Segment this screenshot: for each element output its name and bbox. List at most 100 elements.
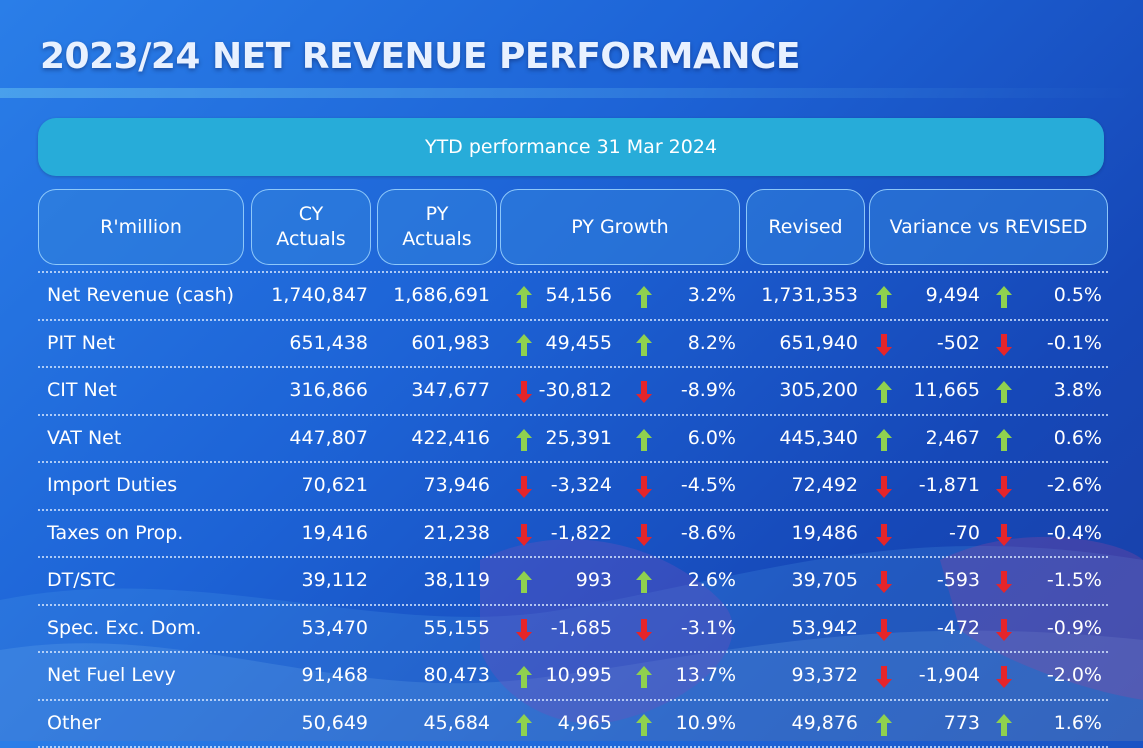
growth-value: 4,965 <box>502 701 612 746</box>
down-arrow-icon <box>996 666 1012 688</box>
py-actual: 73,946 <box>340 463 490 508</box>
variance-pct: 3.8% <box>1022 368 1102 413</box>
revised-value: 19,486 <box>738 511 858 556</box>
variance-pct: 0.6% <box>1022 416 1102 461</box>
py-actual: 55,155 <box>340 606 490 651</box>
variance-value: -593 <box>880 558 980 603</box>
variance-pct: -2.6% <box>1022 463 1102 508</box>
variance-value: -1,904 <box>880 653 980 698</box>
growth-pct: -8.9% <box>636 368 736 413</box>
header-py-line2: Actuals <box>402 227 471 252</box>
ytd-banner: YTD performance 31 Mar 2024 <box>38 118 1104 176</box>
revised-value: 445,340 <box>738 416 858 461</box>
row-label: CIT Net <box>47 368 117 413</box>
row-label: Net Fuel Levy <box>47 653 176 698</box>
py-actual: 45,684 <box>340 701 490 746</box>
variance-value: 2,467 <box>880 416 980 461</box>
row-label: DT/STC <box>47 558 115 603</box>
growth-pct: 13.7% <box>636 653 736 698</box>
growth-pct: -3.1% <box>636 606 736 651</box>
revised-value: 72,492 <box>738 463 858 508</box>
header-rmillion: R'million <box>38 189 244 265</box>
header-variance-label: Variance vs REVISED <box>890 215 1088 240</box>
row-label: Net Revenue (cash) <box>47 273 234 318</box>
growth-value: 49,455 <box>502 321 612 366</box>
growth-value: 54,156 <box>502 273 612 318</box>
growth-pct: 6.0% <box>636 416 736 461</box>
variance-value: -502 <box>880 321 980 366</box>
growth-value: -1,685 <box>502 606 612 651</box>
up-arrow-icon <box>996 286 1012 308</box>
growth-value: 993 <box>502 558 612 603</box>
growth-value: 25,391 <box>502 416 612 461</box>
variance-pct: -0.4% <box>1022 511 1102 556</box>
variance-pct: -0.1% <box>1022 321 1102 366</box>
revised-value: 651,940 <box>738 321 858 366</box>
row-label: Spec. Exc. Dom. <box>47 606 202 651</box>
up-arrow-icon <box>996 714 1012 736</box>
growth-value: -30,812 <box>502 368 612 413</box>
up-arrow-icon <box>996 381 1012 403</box>
revised-value: 1,731,353 <box>738 273 858 318</box>
header-revised-label: Revised <box>768 215 842 240</box>
growth-pct: -8.6% <box>636 511 736 556</box>
variance-value: 9,494 <box>880 273 980 318</box>
down-arrow-icon <box>996 619 1012 641</box>
header-py-actuals: PY Actuals <box>377 189 497 265</box>
variance-value: 11,665 <box>880 368 980 413</box>
row-label: PIT Net <box>47 321 115 366</box>
row-label: Taxes on Prop. <box>47 511 183 556</box>
row-label: Other <box>47 701 101 746</box>
py-actual: 347,677 <box>340 368 490 413</box>
py-actual: 38,119 <box>340 558 490 603</box>
py-actual: 80,473 <box>340 653 490 698</box>
header-cy-line2: Actuals <box>276 227 345 252</box>
down-arrow-icon <box>996 571 1012 593</box>
variance-pct: -2.0% <box>1022 653 1102 698</box>
up-arrow-icon <box>996 429 1012 451</box>
header-cy-line1: CY <box>276 202 345 227</box>
header-py-line1: PY <box>402 202 471 227</box>
growth-pct: 3.2% <box>636 273 736 318</box>
row-label: VAT Net <box>47 416 121 461</box>
down-arrow-icon <box>996 334 1012 356</box>
title-underline <box>0 88 1143 98</box>
variance-value: -472 <box>880 606 980 651</box>
growth-value: -1,822 <box>502 511 612 556</box>
growth-value: 10,995 <box>502 653 612 698</box>
header-label: R'million <box>100 215 182 240</box>
growth-pct: 2.6% <box>636 558 736 603</box>
revised-value: 93,372 <box>738 653 858 698</box>
header-cy-actuals: CY Actuals <box>251 189 371 265</box>
py-actual: 601,983 <box>340 321 490 366</box>
variance-value: -1,871 <box>880 463 980 508</box>
growth-value: -3,324 <box>502 463 612 508</box>
variance-pct: 0.5% <box>1022 273 1102 318</box>
variance-pct: -1.5% <box>1022 558 1102 603</box>
down-arrow-icon <box>996 524 1012 546</box>
revised-value: 49,876 <box>738 701 858 746</box>
down-arrow-icon <box>996 476 1012 498</box>
header-py-growth: PY Growth <box>500 189 740 265</box>
row-label: Import Duties <box>47 463 177 508</box>
variance-value: 773 <box>880 701 980 746</box>
header-revised: Revised <box>746 189 865 265</box>
revised-value: 39,705 <box>738 558 858 603</box>
revised-value: 53,942 <box>738 606 858 651</box>
revised-value: 305,200 <box>738 368 858 413</box>
py-actual: 1,686,691 <box>340 273 490 318</box>
header-growth-label: PY Growth <box>571 215 668 240</box>
py-actual: 21,238 <box>340 511 490 556</box>
growth-pct: 8.2% <box>636 321 736 366</box>
growth-pct: -4.5% <box>636 463 736 508</box>
variance-value: -70 <box>880 511 980 556</box>
growth-pct: 10.9% <box>636 701 736 746</box>
